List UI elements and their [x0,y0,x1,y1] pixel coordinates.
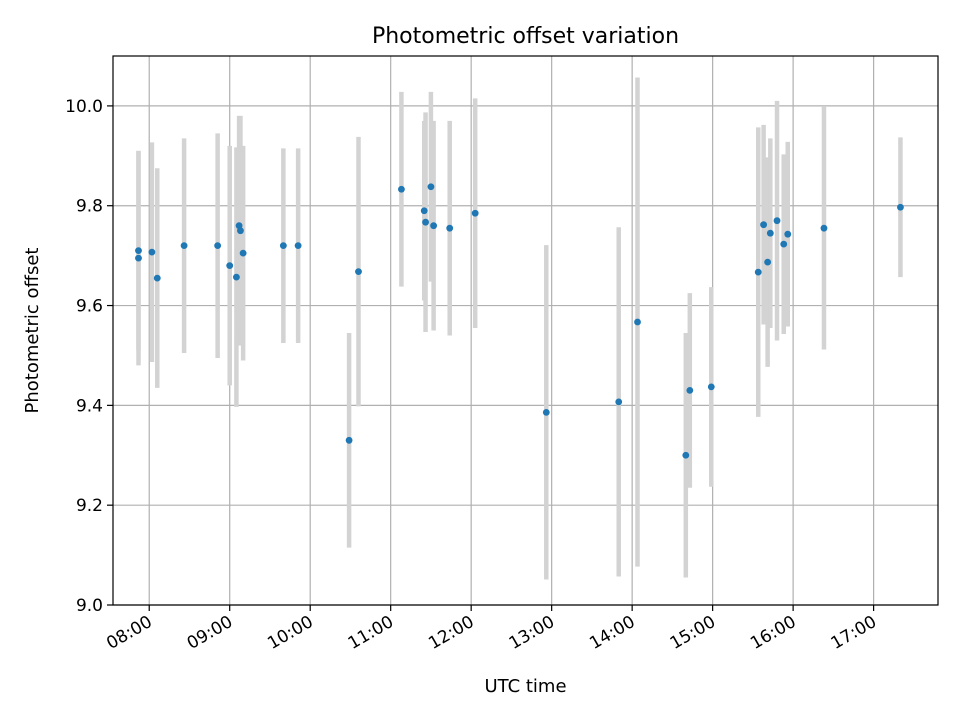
data-point [239,249,247,257]
x-axis-label: UTC time [484,676,566,697]
y-tick-label: 9.4 [76,396,103,416]
data-point [897,203,904,211]
data-point [355,268,362,276]
y-tick-label: 9.6 [76,297,103,317]
data-point [233,273,240,281]
data-point [294,242,302,250]
y-tick-label: 9.0 [76,596,103,616]
data-point [471,209,479,217]
x-tick-label: 14:00 [586,612,638,654]
axes-frame [112,55,939,606]
data-point [398,185,405,193]
data-point [760,221,768,229]
data-point [634,318,641,326]
data-point [780,240,788,248]
data-point [820,224,828,232]
data-point [766,229,774,237]
data-point [237,227,244,235]
x-tick-label: 12:00 [425,612,477,654]
x-tick-label: 08:00 [103,612,155,654]
data-point [214,242,222,250]
data-point [422,218,429,226]
x-tick-label: 13:00 [506,612,558,654]
data-point [615,398,623,406]
data-point [773,217,781,225]
data-point [148,248,156,256]
y-tick-label: 10.0 [65,97,103,117]
data-point [707,383,715,391]
x-tick-label: 16:00 [747,612,799,654]
x-tick-label: 17:00 [828,612,880,654]
data-point [226,262,234,270]
data-point [135,247,142,255]
data-point [686,386,694,394]
data-point [446,224,454,232]
data-point [135,254,142,262]
y-tick-label: 9.2 [76,496,103,516]
data-point [430,222,438,230]
chart-title: Photometric offset variation [372,24,679,49]
data-point [427,183,435,191]
y-tick-label: 9.8 [76,197,103,217]
x-tick-label: 11:00 [345,612,397,654]
data-point [542,408,550,416]
data-point [764,258,772,266]
y-axis-label: Photometric offset [22,248,43,414]
data-point [784,230,792,238]
data-layer [135,77,904,580]
x-tick-label: 10:00 [264,612,316,654]
data-point [180,242,188,250]
data-point [420,207,428,215]
x-tick-label: 15:00 [667,612,719,654]
data-point [345,436,353,444]
data-point [153,274,161,282]
data-point [754,268,762,276]
data-point [682,451,690,459]
x-tick-label: 09:00 [184,612,236,654]
data-point [279,242,287,250]
